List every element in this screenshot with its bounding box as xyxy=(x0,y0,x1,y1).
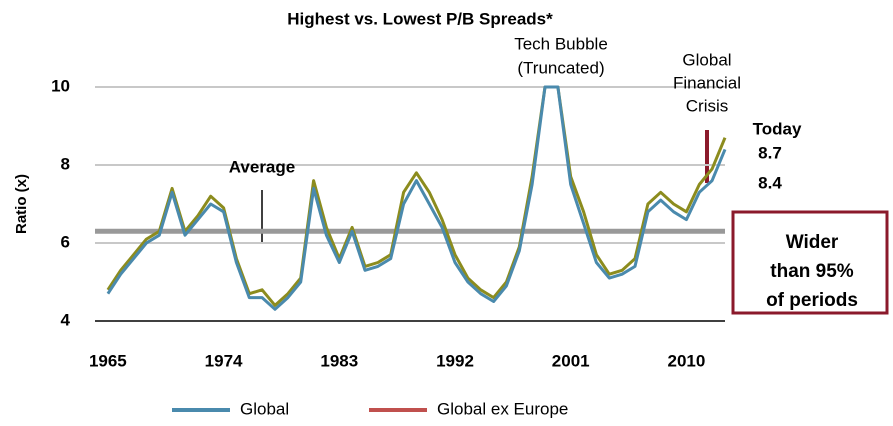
x-tick-label: 1965 xyxy=(89,351,127,370)
annotation: Wider xyxy=(786,232,839,253)
annotation: Today xyxy=(753,119,802,138)
legend-label: Global xyxy=(240,399,289,418)
x-tick-label: 2001 xyxy=(552,351,590,370)
series-line xyxy=(106,85,727,307)
legend-label: Global ex Europe xyxy=(437,399,568,418)
chart-title: Highest vs. Lowest P/B Spreads* xyxy=(287,9,553,28)
series-line xyxy=(106,85,727,311)
crisis-marker xyxy=(705,130,709,183)
y-tick-label: 8 xyxy=(61,154,70,173)
annotation: (Truncated) xyxy=(517,58,604,77)
x-tick-label: 2010 xyxy=(668,351,706,370)
annotation: 8.4 xyxy=(758,173,782,192)
annotation: Crisis xyxy=(686,96,729,115)
y-tick-label: 6 xyxy=(61,232,70,251)
annotation: of periods xyxy=(766,290,858,311)
annotation: Financial xyxy=(673,73,741,92)
y-axis-label: Ratio (x) xyxy=(13,174,30,234)
x-tick-label: 1992 xyxy=(436,351,474,370)
y-tick-label: 4 xyxy=(61,310,71,329)
x-tick-label: 1983 xyxy=(320,351,358,370)
annotation: 8.7 xyxy=(758,143,782,162)
callout-box xyxy=(731,210,889,315)
average-label: Average xyxy=(229,157,295,176)
annotation: Tech Bubble xyxy=(514,34,608,53)
y-tick-label: 10 xyxy=(51,76,70,95)
annotation: than 95% xyxy=(770,261,854,282)
x-tick-label: 1974 xyxy=(205,351,243,370)
annotation: Global xyxy=(682,50,731,69)
